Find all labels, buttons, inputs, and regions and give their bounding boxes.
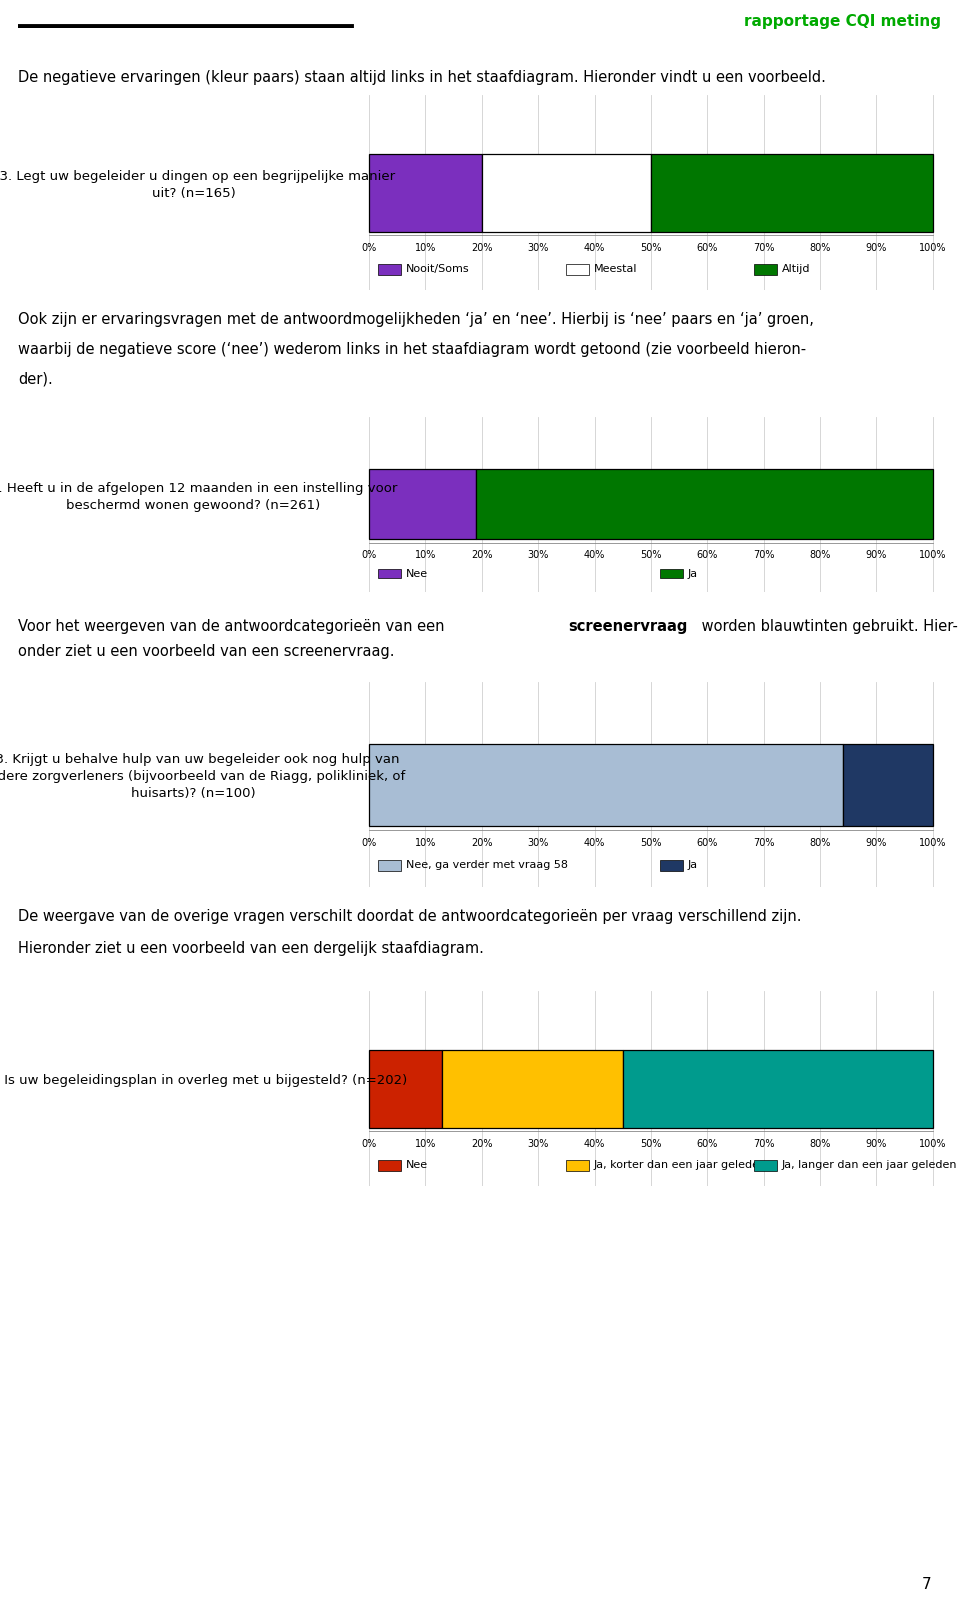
Text: 70%: 70%: [753, 838, 775, 847]
Text: 30%: 30%: [528, 1139, 549, 1149]
Text: 60%: 60%: [697, 838, 718, 847]
Text: 100%: 100%: [919, 838, 947, 847]
Text: De weergave van de overige vragen verschilt doordat de antwoordcategorieën per v: De weergave van de overige vragen versch…: [18, 909, 802, 923]
Text: Ja: Ja: [688, 568, 698, 578]
Bar: [660, 568, 684, 578]
Text: 80%: 80%: [809, 1139, 830, 1149]
Text: 50%: 50%: [640, 244, 661, 253]
Bar: [755, 265, 778, 274]
Bar: [623, 1049, 933, 1128]
Text: 10%: 10%: [415, 838, 436, 847]
Text: Meestal: Meestal: [594, 265, 637, 274]
Text: 100%: 100%: [919, 1139, 947, 1149]
Bar: [370, 744, 843, 825]
Text: 100%: 100%: [919, 244, 947, 253]
Text: 80%: 80%: [809, 838, 830, 847]
Text: Nee: Nee: [406, 1160, 428, 1170]
Bar: [443, 1049, 623, 1128]
Text: 40%: 40%: [584, 838, 605, 847]
Bar: [370, 153, 482, 231]
Text: 90%: 90%: [866, 244, 887, 253]
Text: 20%: 20%: [471, 244, 492, 253]
Text: Voor het weergeven van de antwoordcategorieën van een: Voor het weergeven van de antwoordcatego…: [18, 620, 449, 634]
Bar: [378, 265, 401, 274]
Text: 0%: 0%: [362, 550, 376, 560]
Text: 90%: 90%: [866, 1139, 887, 1149]
Text: Nee: Nee: [406, 568, 428, 578]
Text: 30%: 30%: [528, 838, 549, 847]
Text: 0%: 0%: [362, 1139, 376, 1149]
Text: 53. Krijgt u behalve hulp van uw begeleider ook nog hulp van
andere zorgverlener: 53. Krijgt u behalve hulp van uw begelei…: [0, 752, 406, 801]
Bar: [566, 265, 589, 274]
Bar: [476, 470, 933, 539]
Text: onder ziet u een voorbeeld van een screenervraag.: onder ziet u een voorbeeld van een scree…: [18, 644, 395, 659]
Text: 10%: 10%: [415, 244, 436, 253]
Bar: [378, 568, 401, 578]
Text: 80%: 80%: [809, 244, 830, 253]
Text: Nee, ga verder met vraag 58: Nee, ga verder met vraag 58: [406, 860, 568, 870]
Text: 40%: 40%: [584, 550, 605, 560]
Text: waarbij de negatieve score (‘nee’) wederom links in het staafdiagram wordt getoo: waarbij de negatieve score (‘nee’) weder…: [18, 342, 806, 357]
Text: 10%: 10%: [415, 1139, 436, 1149]
Text: 70%: 70%: [753, 1139, 775, 1149]
Text: 60%: 60%: [697, 244, 718, 253]
Bar: [755, 1160, 778, 1170]
Bar: [482, 153, 651, 231]
Text: 0%: 0%: [362, 244, 376, 253]
Bar: [843, 744, 933, 825]
Text: 60%: 60%: [697, 1139, 718, 1149]
Text: 50%: 50%: [640, 1139, 661, 1149]
Text: 24. Is uw begeleidingsplan in overleg met u bijgesteld? (n=202): 24. Is uw begeleidingsplan in overleg me…: [0, 1075, 408, 1088]
Text: 1. Heeft u in de afgelopen 12 maanden in een instelling voor
beschermd wonen gew: 1. Heeft u in de afgelopen 12 maanden in…: [0, 483, 397, 513]
Text: worden blauwtinten gebruikt. Hier-: worden blauwtinten gebruikt. Hier-: [697, 620, 958, 634]
Bar: [651, 153, 933, 231]
Text: Altijd: Altijd: [781, 265, 810, 274]
Text: 90%: 90%: [866, 838, 887, 847]
Text: 40%: 40%: [584, 244, 605, 253]
Text: 100%: 100%: [919, 550, 947, 560]
Text: 40%: 40%: [584, 1139, 605, 1149]
Text: 90%: 90%: [866, 550, 887, 560]
Text: De negatieve ervaringen (kleur paars) staan altijd links in het staafdiagram. Hi: De negatieve ervaringen (kleur paars) st…: [18, 69, 827, 86]
Text: 70%: 70%: [753, 550, 775, 560]
Text: Nooit/Soms: Nooit/Soms: [406, 265, 469, 274]
Text: 20%: 20%: [471, 550, 492, 560]
Text: Ja: Ja: [688, 860, 698, 870]
Text: 80%: 80%: [809, 550, 830, 560]
Text: Hieronder ziet u een voorbeeld van een dergelijk staafdiagram.: Hieronder ziet u een voorbeeld van een d…: [18, 941, 484, 955]
Text: rapportage CQI meting: rapportage CQI meting: [744, 15, 941, 29]
Bar: [378, 1160, 401, 1170]
Text: 30%: 30%: [528, 244, 549, 253]
Text: der).: der).: [18, 371, 53, 387]
Text: 20%: 20%: [471, 1139, 492, 1149]
Text: Ja, langer dan een jaar geleden: Ja, langer dan een jaar geleden: [781, 1160, 957, 1170]
Bar: [378, 860, 401, 872]
Text: screenervraag: screenervraag: [567, 620, 687, 634]
Text: 10%: 10%: [415, 550, 436, 560]
Text: 0%: 0%: [362, 838, 376, 847]
Text: 50%: 50%: [640, 838, 661, 847]
Bar: [370, 470, 476, 539]
Bar: [660, 860, 684, 872]
Text: 70%: 70%: [753, 244, 775, 253]
Bar: [566, 1160, 589, 1170]
Text: 7: 7: [922, 1577, 931, 1591]
Text: Ook zijn er ervaringsvragen met de antwoordmogelijkheden ‘ja’ en ‘nee’. Hierbij : Ook zijn er ervaringsvragen met de antwo…: [18, 312, 814, 328]
Text: 50%: 50%: [640, 550, 661, 560]
Text: 20%: 20%: [471, 838, 492, 847]
Text: Ja, korter dan een jaar geleden: Ja, korter dan een jaar geleden: [594, 1160, 767, 1170]
Bar: [370, 1049, 443, 1128]
Text: 13. Legt uw begeleider u dingen op een begrijpelijke manier
uit? (n=165): 13. Legt uw begeleider u dingen op een b…: [0, 169, 396, 200]
Text: 60%: 60%: [697, 550, 718, 560]
Text: 30%: 30%: [528, 550, 549, 560]
